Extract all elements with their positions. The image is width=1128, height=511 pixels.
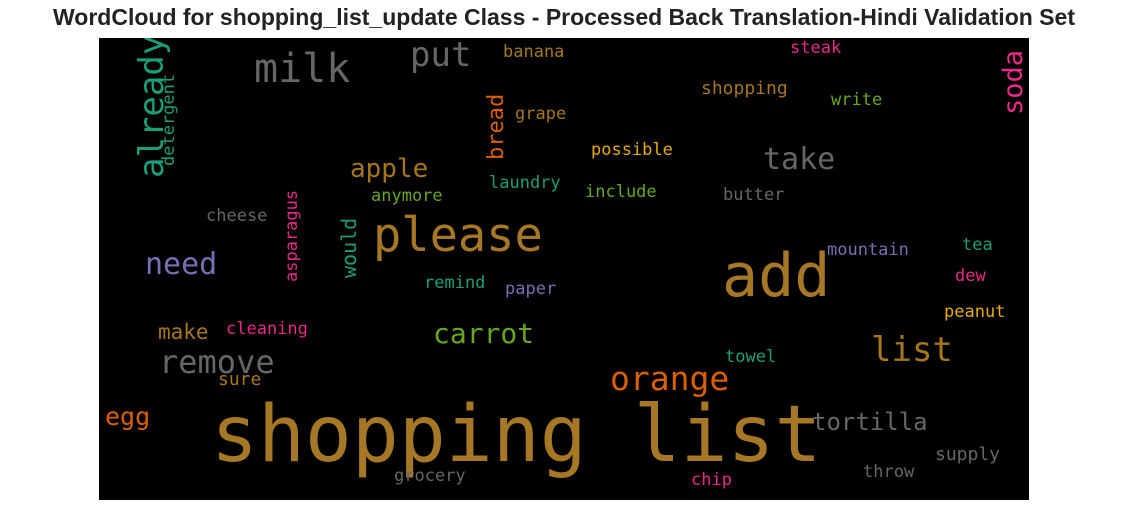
word-carrot: carrot bbox=[433, 317, 535, 350]
word-take: take bbox=[763, 142, 836, 177]
word-mountain: mountain bbox=[827, 240, 909, 260]
word-chip: chip bbox=[691, 470, 732, 490]
word-tortilla: tortilla bbox=[812, 408, 928, 436]
word-banana: banana bbox=[503, 42, 565, 62]
word-write: write bbox=[831, 90, 883, 110]
word-soda: soda bbox=[998, 49, 1029, 115]
word-detergent: detergent bbox=[159, 73, 179, 166]
word-remove: remove bbox=[159, 343, 275, 381]
word-asparagus: asparagus bbox=[282, 189, 302, 282]
word-cleaning: cleaning bbox=[226, 319, 308, 339]
word-shopping-list: shopping list bbox=[211, 390, 822, 480]
word-shopping: shopping bbox=[701, 78, 788, 99]
word-grape: grape bbox=[515, 104, 567, 124]
word-remind: remind bbox=[424, 273, 486, 293]
chart-title: WordCloud for shopping_list_update Class… bbox=[53, 4, 1075, 30]
word-milk: milk bbox=[254, 46, 351, 92]
word-tea: tea bbox=[962, 235, 993, 255]
word-possible: possible bbox=[591, 140, 673, 160]
word-towel: towel bbox=[725, 347, 777, 367]
word-dew: dew bbox=[955, 266, 986, 286]
word-supply: supply bbox=[935, 444, 1001, 465]
word-list: list bbox=[871, 330, 953, 370]
word-add: add bbox=[722, 241, 831, 311]
word-paper: paper bbox=[505, 279, 557, 299]
word-egg: egg bbox=[105, 402, 151, 431]
word-butter: butter bbox=[723, 185, 785, 205]
word-orange: orange bbox=[610, 359, 730, 398]
word-peanut: peanut bbox=[944, 302, 1006, 322]
word-make: make bbox=[158, 320, 209, 344]
word-bread: bread bbox=[484, 93, 509, 160]
word-grocery: grocery bbox=[394, 466, 466, 486]
word-include: include bbox=[585, 182, 657, 202]
word-laundry: laundry bbox=[489, 173, 561, 193]
word-please: please bbox=[373, 208, 543, 263]
word-sure: sure bbox=[218, 369, 262, 390]
word-cloud: shopping list add please milk put alread… bbox=[99, 38, 1029, 500]
word-anymore: anymore bbox=[371, 186, 443, 206]
word-apple: apple bbox=[350, 154, 429, 184]
word-steak: steak bbox=[790, 38, 842, 58]
word-cheese: cheese bbox=[206, 206, 268, 226]
word-throw: throw bbox=[863, 462, 915, 482]
word-put: put bbox=[410, 38, 472, 75]
word-would: would bbox=[337, 217, 361, 278]
word-need: need bbox=[145, 247, 218, 282]
